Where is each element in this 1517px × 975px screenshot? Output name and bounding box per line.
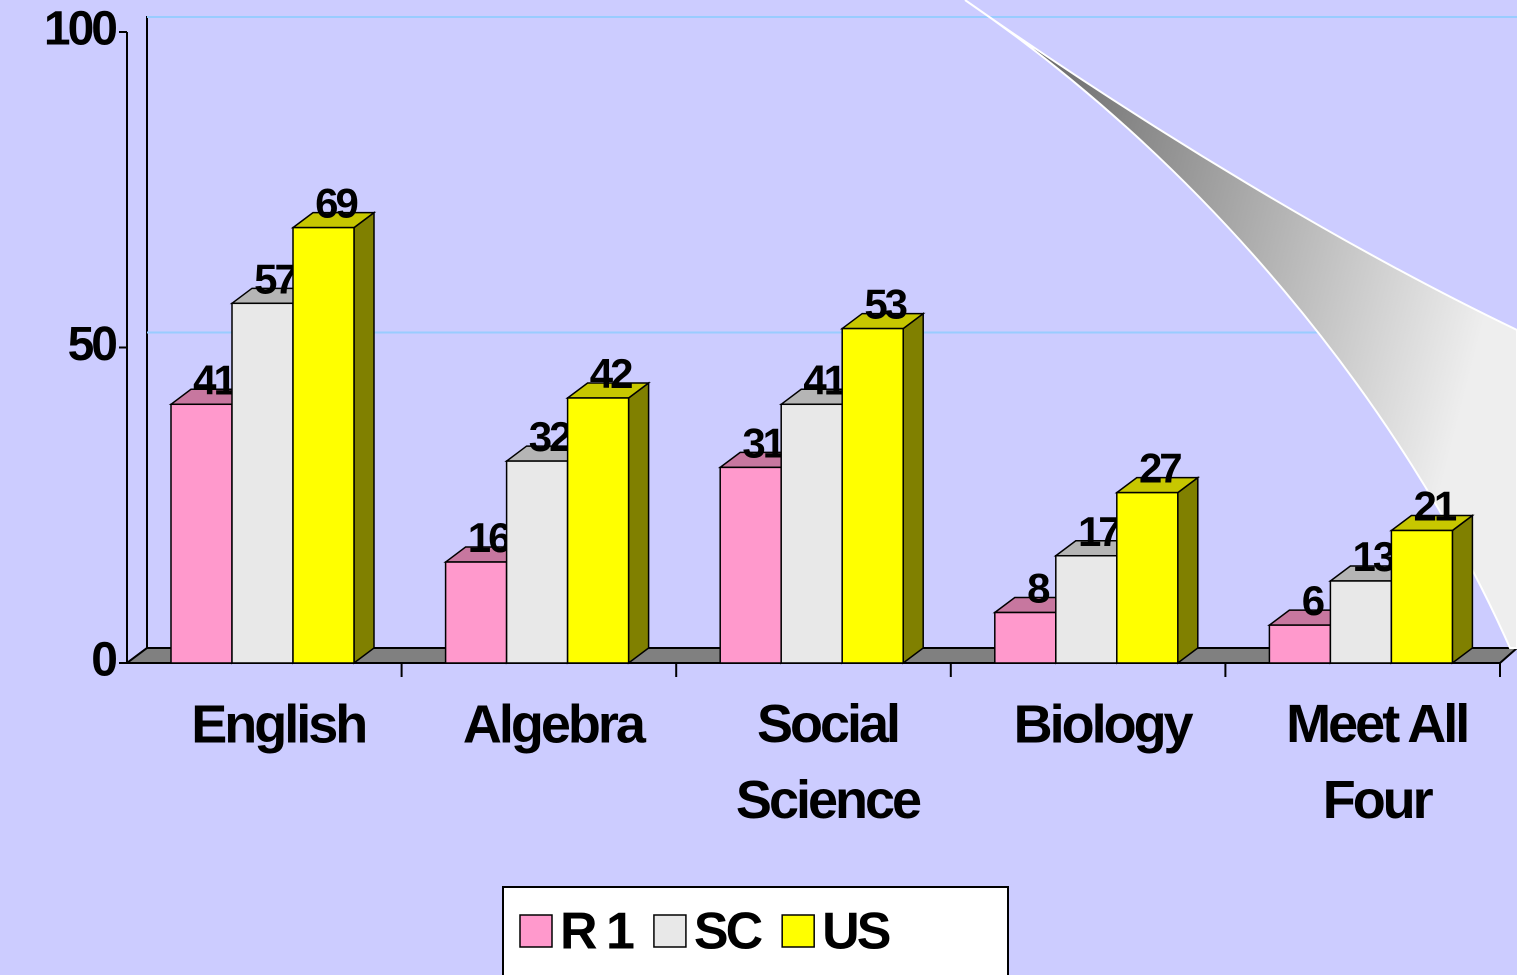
x-tick-label: Meet All Four <box>1286 694 1467 830</box>
data-label: 13 <box>1353 533 1395 580</box>
x-tick-label: Social Science <box>736 694 921 830</box>
data-label: 69 <box>315 180 357 227</box>
bar <box>505 460 569 664</box>
bar-side <box>1177 476 1199 665</box>
data-label: 6 <box>1302 577 1324 624</box>
bar <box>444 561 508 664</box>
bar <box>1329 580 1393 664</box>
data-label: 8 <box>1027 565 1050 612</box>
bar <box>1055 554 1118 664</box>
bar <box>841 327 904 664</box>
bar <box>170 403 233 664</box>
data-label: 16 <box>468 514 510 561</box>
bar-side <box>902 312 924 665</box>
data-label: 32 <box>529 413 571 460</box>
bar <box>719 466 782 664</box>
bar <box>566 397 630 664</box>
bar <box>292 226 355 664</box>
bar <box>1116 491 1179 664</box>
y-tick-label: 50 <box>68 318 117 371</box>
data-label: 41 <box>803 356 846 403</box>
data-label: 17 <box>1078 508 1120 555</box>
data-label: 53 <box>864 281 906 328</box>
bar <box>231 302 294 664</box>
legend-swatch <box>781 914 815 948</box>
data-label: 31 <box>742 419 785 466</box>
x-tick-label: Algebra <box>463 694 647 754</box>
legend-label: US <box>822 903 890 961</box>
legend-label: SC <box>694 903 763 961</box>
bar-side <box>627 381 650 665</box>
x-tick-label: Biology <box>1014 694 1194 754</box>
x-tick-label: English <box>191 694 365 754</box>
bar <box>994 611 1057 664</box>
legend-label: R 1 <box>560 903 634 961</box>
legend-box <box>502 886 1009 975</box>
y-tick-label: 0 <box>91 634 116 687</box>
y-tick-label: 100 <box>44 3 116 56</box>
page-curl <box>964 0 1517 649</box>
data-label: 27 <box>1139 445 1181 492</box>
bar <box>1268 624 1332 664</box>
data-label: 21 <box>1414 483 1457 530</box>
legend-swatch <box>653 914 687 948</box>
data-label: 57 <box>254 255 296 302</box>
bar <box>1390 529 1454 664</box>
legend-swatch <box>519 914 553 948</box>
bar-side <box>1451 513 1474 665</box>
bar-side <box>353 211 375 665</box>
data-label: 41 <box>193 356 236 403</box>
data-label: 42 <box>590 350 632 397</box>
bar <box>780 403 843 664</box>
